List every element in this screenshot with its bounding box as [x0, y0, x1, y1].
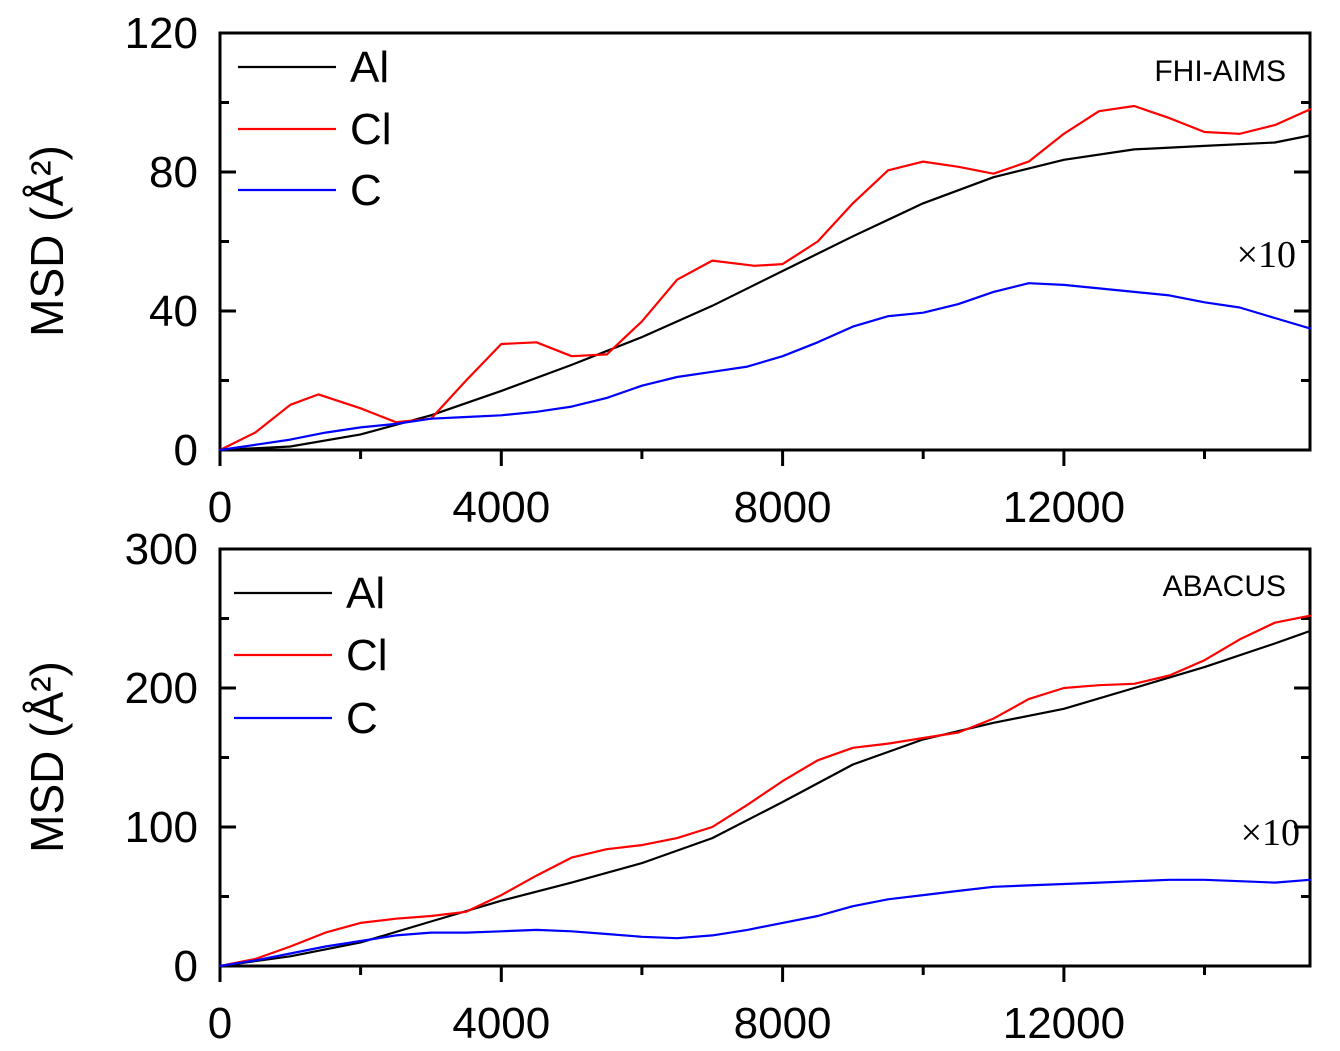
y-axis-label: MSD (Å²) [21, 145, 73, 337]
legend-label-c: C [350, 166, 382, 215]
x-tick-label: 8000 [734, 483, 832, 532]
x-tick-label: 8000 [734, 999, 832, 1048]
legend-label-cl: Cl [350, 105, 392, 154]
series-line-cl [218, 614, 1312, 968]
legend: Al Cl C [238, 43, 392, 215]
y-tick-label: 300 [125, 525, 198, 574]
panel-fhi-aims: MSD (Å²) 0 40 80 120 0 4000 8000 12000 [21, 9, 1312, 532]
y-tick-label: 120 [125, 9, 198, 58]
legend-label-cl: Cl [346, 631, 388, 680]
x-tick-label: 12000 [1003, 999, 1125, 1048]
scale-annotation: ×10 [1237, 234, 1296, 276]
x-tick-label: 12000 [1003, 483, 1125, 532]
legend-label-c: C [346, 694, 378, 743]
x-tick-label: 4000 [452, 483, 550, 532]
y-tick-label: 100 [125, 803, 198, 852]
legend-label-al: Al [346, 569, 385, 618]
x-tick-label: 0 [208, 483, 232, 532]
series-line-c [218, 878, 1312, 968]
legend-label-al: Al [350, 43, 389, 92]
legend: Al Cl C [234, 569, 388, 743]
y-tick-label: 0 [174, 942, 198, 991]
y-tick-label: 40 [149, 287, 198, 336]
series-line-al [218, 629, 1312, 968]
y-tick-label: 80 [149, 148, 198, 197]
series-line-cl [218, 104, 1312, 452]
y-tick-label: 0 [174, 426, 198, 475]
x-tick-label: 4000 [452, 999, 550, 1048]
y-tick-label: 200 [125, 664, 198, 713]
method-annotation: FHI-AIMS [1154, 55, 1286, 88]
y-axis-label: MSD (Å²) [21, 661, 73, 853]
series-line-c [218, 282, 1312, 452]
panel-abacus: MSD (Å²) 0 100 200 300 0 4000 8000 12000 [21, 525, 1312, 1048]
method-annotation: ABACUS [1163, 570, 1286, 603]
scale-annotation: ×10 [1241, 812, 1300, 854]
x-tick-label: 0 [208, 999, 232, 1048]
plot-frame [218, 31, 1312, 452]
